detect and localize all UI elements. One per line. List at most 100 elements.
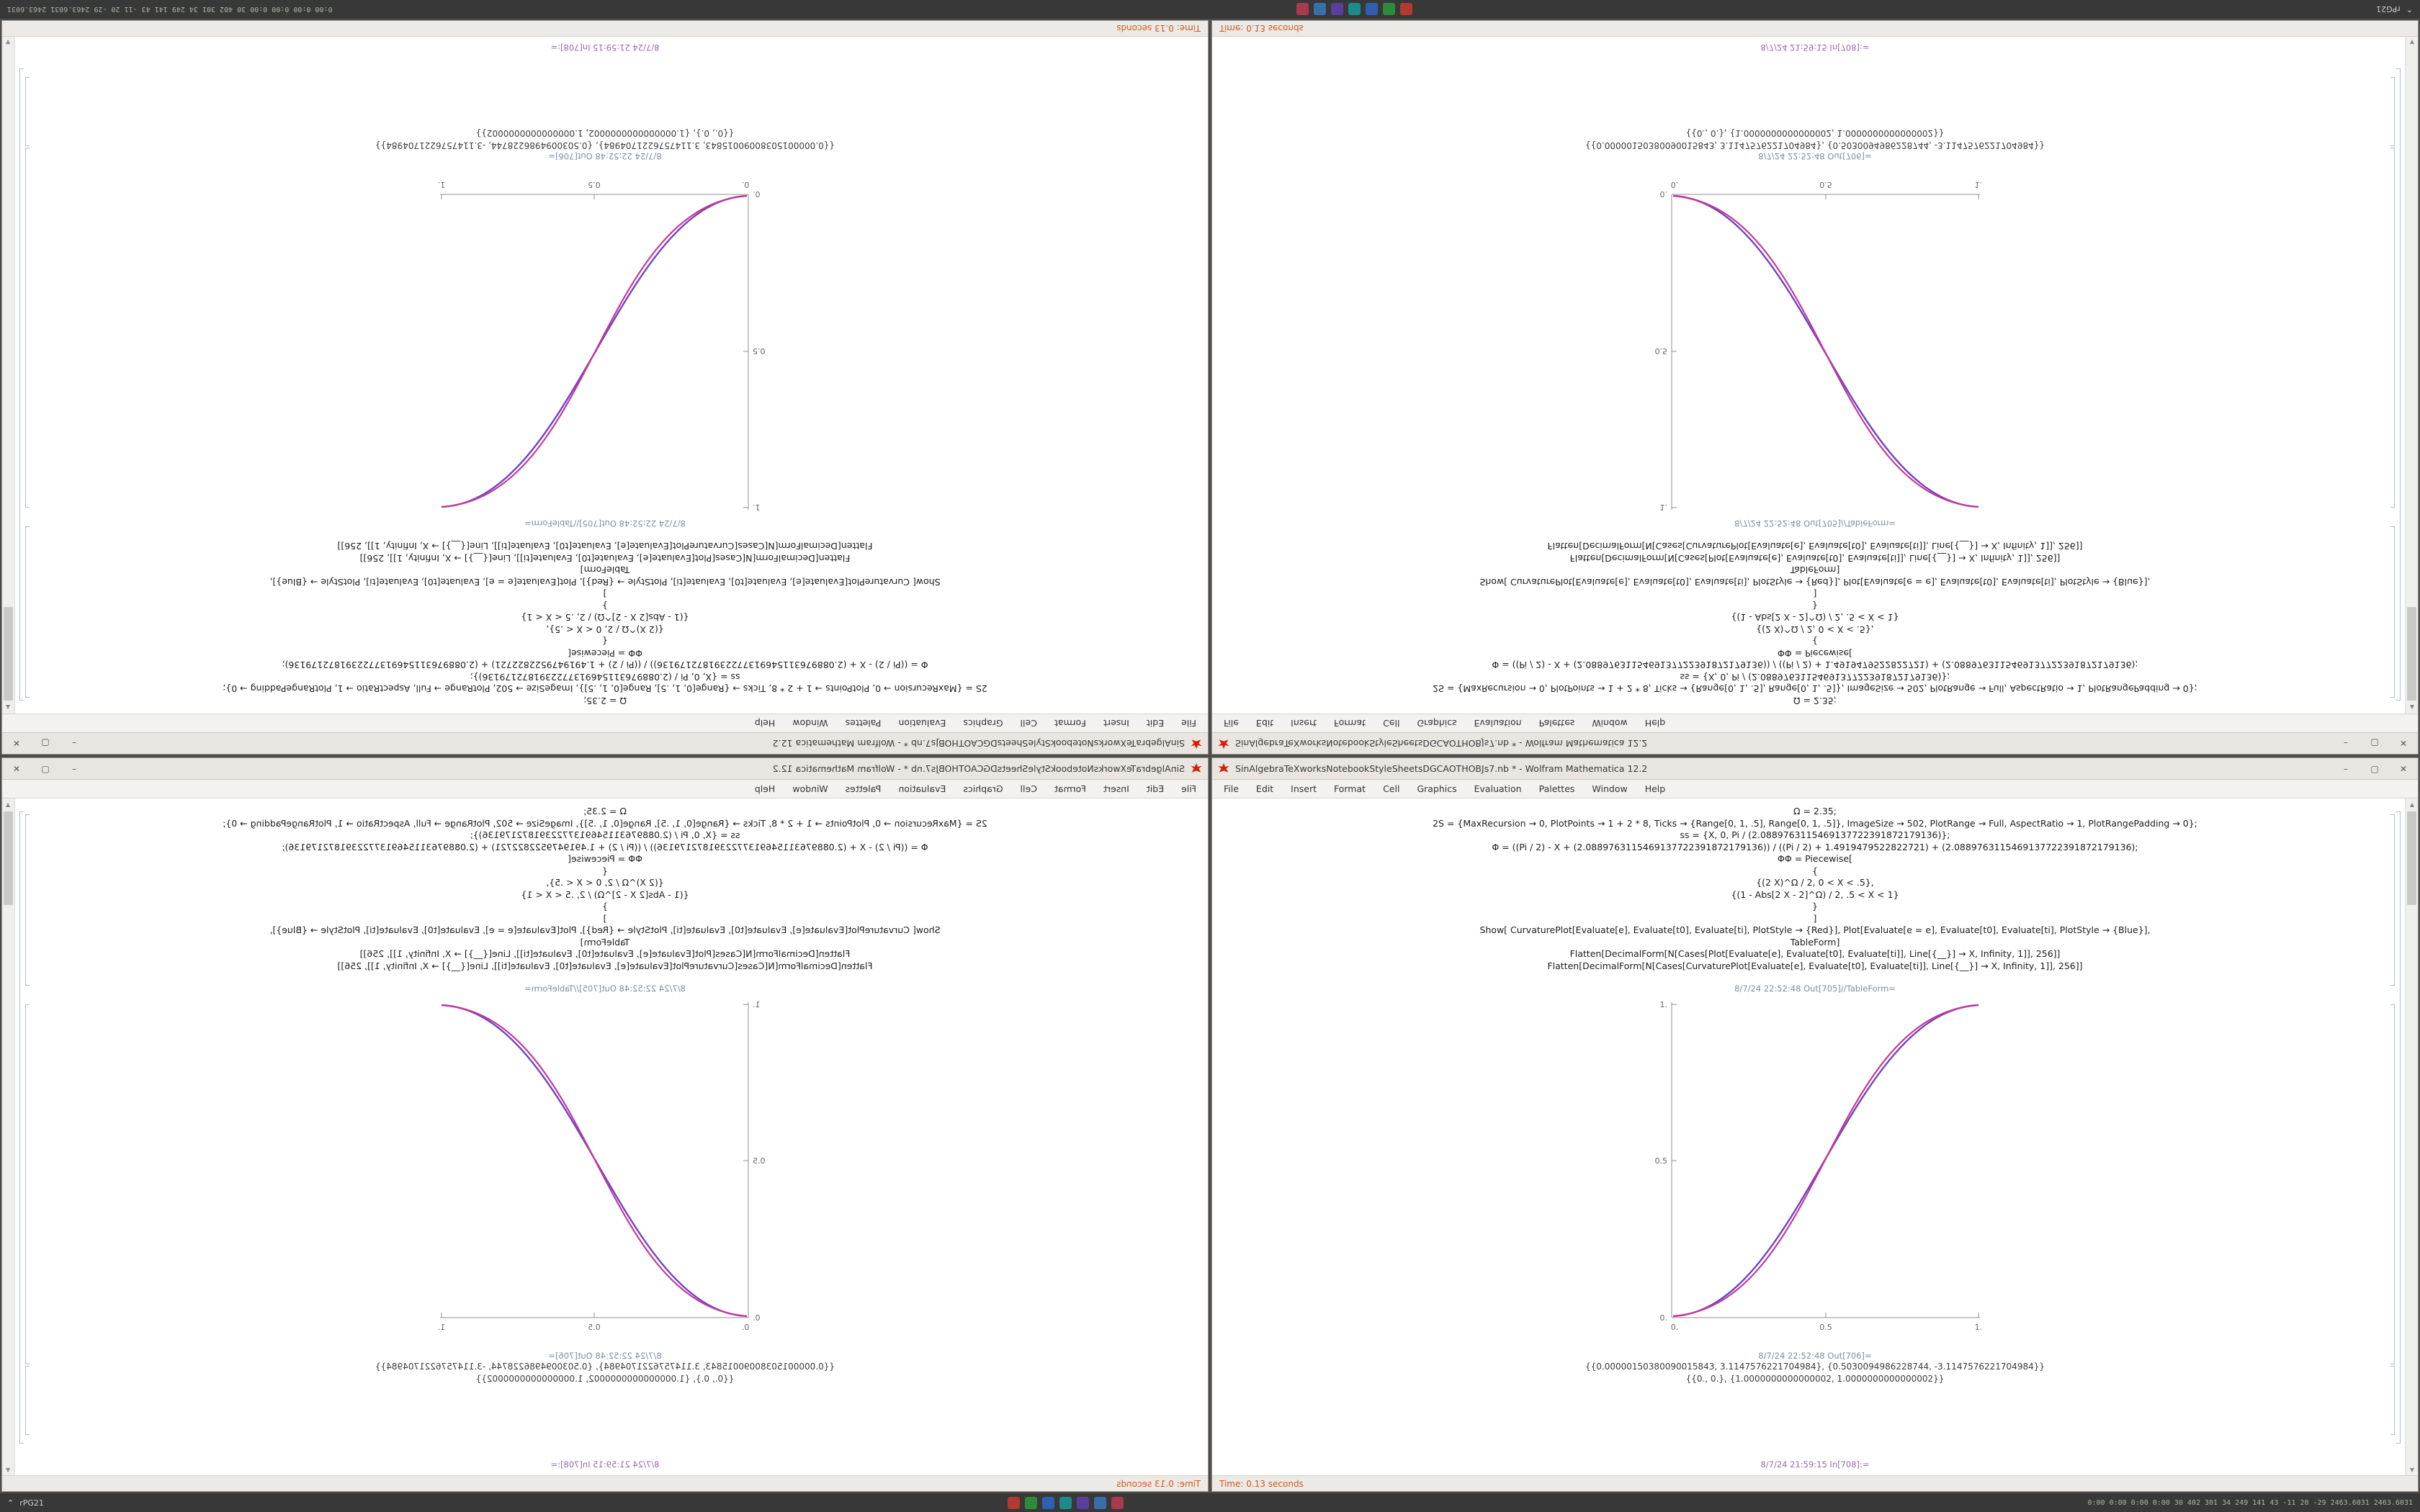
menu-evaluation[interactable]: Evaluation (898, 718, 946, 729)
maximize-button[interactable]: ▢ (2360, 758, 2389, 779)
cell-bracket[interactable] (25, 1004, 30, 1364)
tray-app-icon[interactable] (1025, 1496, 1038, 1509)
scroll-up-icon[interactable]: ▲ (5, 801, 11, 808)
cell-bracket[interactable] (2390, 148, 2395, 508)
tray-app-icon[interactable] (1111, 1496, 1124, 1509)
tray-app-icon[interactable] (1077, 1496, 1090, 1509)
tray-app-icon[interactable] (1399, 3, 1412, 16)
menu-edit[interactable]: Edit (1255, 783, 1274, 794)
menu-format[interactable]: Format (1334, 783, 1366, 794)
cell-bracket[interactable] (2390, 1366, 2395, 1435)
scroll-down-icon[interactable]: ▼ (2409, 1466, 2415, 1473)
menu-help[interactable]: Help (754, 718, 776, 729)
menu-format[interactable]: Format (1054, 718, 1086, 729)
menu-file[interactable]: File (1224, 783, 1239, 794)
tray-app-icon[interactable] (1348, 3, 1361, 16)
menu-cell[interactable]: Cell (1383, 783, 1400, 794)
menu-evaluation[interactable]: Evaluation (898, 783, 946, 794)
scroll-up-icon[interactable]: ▲ (2409, 704, 2415, 711)
menu-cell[interactable]: Cell (1020, 783, 1037, 794)
minimize-button[interactable]: – (2331, 733, 2360, 754)
tray-app-icon[interactable] (1365, 3, 1378, 16)
chevron-up-icon[interactable]: ⌃ (2406, 4, 2413, 14)
menu-graphics[interactable]: Graphics (1417, 783, 1457, 794)
menu-help[interactable]: Help (1644, 718, 1666, 729)
window-titlebar[interactable]: SinAlgebraTeXworksNotebookStyleSheetsDGC… (1212, 758, 2418, 780)
menu-graphics[interactable]: Graphics (963, 783, 1003, 794)
vertical-scrollbar[interactable]: ▲ ▼ (2405, 37, 2418, 714)
menu-graphics[interactable]: Graphics (1417, 718, 1457, 729)
tray-app-icon[interactable] (1059, 1496, 1072, 1509)
close-button[interactable]: ✕ (2, 733, 31, 754)
scroll-up-icon[interactable]: ▲ (5, 704, 11, 711)
tray-app-icon[interactable] (1042, 1496, 1055, 1509)
menu-palettes[interactable]: Palettes (845, 718, 882, 729)
vertical-scrollbar[interactable]: ▲ ▼ (2, 37, 15, 714)
menu-palettes[interactable]: Palettes (845, 783, 882, 794)
close-button[interactable]: ✕ (2, 758, 31, 779)
cell-bracket[interactable] (2390, 1004, 2395, 1364)
tray-app-icon[interactable] (1382, 3, 1395, 16)
menu-window[interactable]: Window (792, 718, 828, 729)
vertical-scrollbar[interactable]: ▲ ▼ (2, 798, 15, 1475)
menu-help[interactable]: Help (754, 783, 776, 794)
menu-graphics[interactable]: Graphics (963, 718, 1003, 729)
menu-insert[interactable]: Insert (1291, 718, 1317, 729)
cell-bracket[interactable] (25, 814, 30, 986)
window-titlebar[interactable]: SinAlgebraTeXworksNotebookStyleSheetsDGC… (2, 758, 1208, 780)
input-cell[interactable]: Ω = 2.35; 2S = {MaxRecursion → 0, PlotPo… (1433, 806, 2197, 972)
maximize-button[interactable]: ▢ (2360, 733, 2389, 754)
tray-app-icon[interactable] (1330, 3, 1343, 16)
cell-bracket[interactable] (2390, 814, 2395, 986)
chevron-up-icon[interactable]: ⌃ (7, 1498, 14, 1508)
cell-bracket[interactable] (2396, 811, 2401, 1444)
tray-app-icon[interactable] (1296, 3, 1309, 16)
menu-palettes[interactable]: Palettes (1538, 718, 1575, 729)
scroll-down-icon[interactable]: ▼ (2409, 39, 2415, 46)
menu-insert[interactable]: Insert (1103, 718, 1129, 729)
menu-evaluation[interactable]: Evaluation (1474, 783, 1522, 794)
input-cell[interactable]: Ω = 2.35; 2S = {MaxRecursion → 0, PlotPo… (223, 806, 987, 972)
close-button[interactable]: ✕ (2389, 758, 2418, 779)
tray-app-icon[interactable] (1008, 1496, 1021, 1509)
maximize-button[interactable]: ▢ (31, 758, 60, 779)
menu-help[interactable]: Help (1644, 783, 1666, 794)
window-titlebar[interactable]: SinAlgebraTeXworksNotebookStyleSheetsDGC… (1212, 732, 2418, 754)
scrollbar-thumb[interactable] (2407, 607, 2416, 701)
vertical-scrollbar[interactable]: ▲ ▼ (2405, 798, 2418, 1475)
menu-insert[interactable]: Insert (1103, 783, 1129, 794)
window-titlebar[interactable]: SinAlgebraTeXworksNotebookStyleSheetsDGC… (2, 732, 1208, 754)
menu-edit[interactable]: Edit (1146, 783, 1165, 794)
menu-file[interactable]: File (1181, 783, 1196, 794)
cell-bracket[interactable] (2396, 68, 2401, 701)
menu-edit[interactable]: Edit (1255, 718, 1274, 729)
cell-bracket[interactable] (19, 68, 24, 701)
cell-bracket[interactable] (2390, 77, 2395, 146)
menu-cell[interactable]: Cell (1383, 718, 1400, 729)
minimize-button[interactable]: – (60, 733, 89, 754)
menu-format[interactable]: Format (1054, 783, 1086, 794)
menu-palettes[interactable]: Palettes (1538, 783, 1575, 794)
menu-insert[interactable]: Insert (1291, 783, 1317, 794)
tray-app-icon[interactable] (1094, 1496, 1107, 1509)
scrollbar-thumb[interactable] (4, 811, 13, 905)
menu-file[interactable]: File (1224, 718, 1239, 729)
close-button[interactable]: ✕ (2389, 733, 2418, 754)
cell-bracket[interactable] (25, 148, 30, 508)
scrollbar-thumb[interactable] (4, 607, 13, 701)
tray-app-icon[interactable] (1313, 3, 1326, 16)
cell-bracket[interactable] (19, 811, 24, 1444)
menu-cell[interactable]: Cell (1020, 718, 1037, 729)
menu-file[interactable]: File (1181, 718, 1196, 729)
cell-bracket[interactable] (25, 526, 30, 698)
scroll-down-icon[interactable]: ▼ (5, 1466, 11, 1473)
input-cell[interactable]: Ω = 2.35; 2S = {MaxRecursion → 0, PlotPo… (1433, 540, 2197, 707)
scrollbar-thumb[interactable] (2407, 811, 2416, 905)
maximize-button[interactable]: ▢ (31, 733, 60, 754)
menu-evaluation[interactable]: Evaluation (1474, 718, 1522, 729)
menu-window[interactable]: Window (792, 783, 828, 794)
cell-bracket[interactable] (25, 77, 30, 146)
cell-bracket[interactable] (2390, 526, 2395, 698)
minimize-button[interactable]: – (60, 758, 89, 779)
menu-edit[interactable]: Edit (1146, 718, 1165, 729)
